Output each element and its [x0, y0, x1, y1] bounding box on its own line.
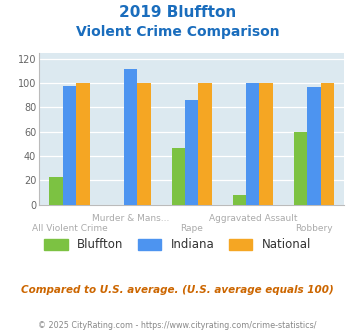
Text: All Violent Crime: All Violent Crime — [32, 224, 108, 233]
Text: Compared to U.S. average. (U.S. average equals 100): Compared to U.S. average. (U.S. average … — [21, 285, 334, 295]
Bar — [171, 148, 185, 205]
Bar — [137, 83, 151, 205]
Bar — [246, 83, 260, 205]
Bar — [233, 195, 246, 205]
Text: Violent Crime Comparison: Violent Crime Comparison — [76, 25, 279, 39]
Bar — [294, 132, 307, 205]
Bar — [63, 85, 76, 205]
Legend: Bluffton, Indiana, National: Bluffton, Indiana, National — [44, 239, 311, 251]
Text: Murder & Mans...: Murder & Mans... — [92, 214, 169, 223]
Bar — [124, 69, 137, 205]
Text: © 2025 CityRating.com - https://www.cityrating.com/crime-statistics/: © 2025 CityRating.com - https://www.city… — [38, 321, 317, 330]
Bar — [198, 83, 212, 205]
Bar — [260, 83, 273, 205]
Bar — [321, 83, 334, 205]
Bar — [76, 83, 90, 205]
Bar — [185, 100, 198, 205]
Text: Robbery: Robbery — [295, 224, 333, 233]
Bar — [307, 87, 321, 205]
Text: Rape: Rape — [180, 224, 203, 233]
Text: Aggravated Assault: Aggravated Assault — [208, 214, 297, 223]
Text: 2019 Bluffton: 2019 Bluffton — [119, 5, 236, 20]
Bar — [49, 177, 63, 205]
